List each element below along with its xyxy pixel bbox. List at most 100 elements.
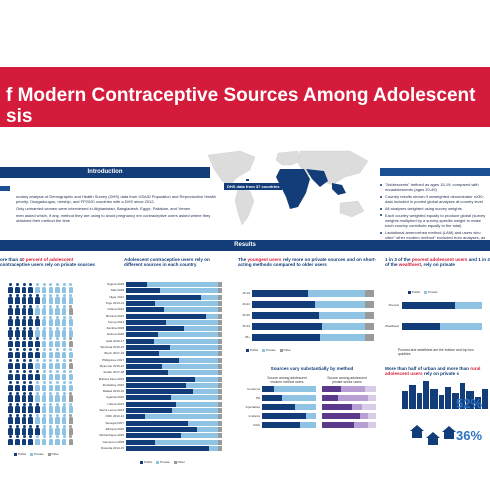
person-icon xyxy=(55,337,61,348)
people-row xyxy=(8,359,86,370)
person-icon xyxy=(48,435,54,446)
panel5-title-rest: and 1 in 2 of the xyxy=(385,257,490,268)
person-icon xyxy=(21,381,27,392)
bar-segment-other xyxy=(218,338,222,344)
person-icon xyxy=(28,402,34,413)
country-label: Rwanda 2014-15 xyxy=(101,445,124,450)
bar-segment-public xyxy=(126,351,159,357)
bar-segment-public xyxy=(262,413,307,419)
bar-segment-other xyxy=(218,433,222,439)
legend-item-private: Private xyxy=(30,452,44,456)
country-label: Ghana 2014 xyxy=(107,307,124,312)
person-icon xyxy=(55,283,61,293)
bar-segment-public xyxy=(126,294,201,300)
map-europe xyxy=(275,150,301,166)
people-row xyxy=(8,337,86,348)
panel1-title-highlight: 0 percent of adolescent xyxy=(21,257,74,262)
age-bar xyxy=(252,334,374,341)
country-bar xyxy=(126,345,222,350)
person-icon xyxy=(55,359,61,370)
bar-segment-other xyxy=(218,282,222,287)
people-row xyxy=(8,348,86,359)
person-icon xyxy=(15,315,21,326)
people-row xyxy=(8,326,86,337)
person-icon xyxy=(68,402,74,413)
person-icon xyxy=(8,435,14,446)
bar-segment-public xyxy=(402,323,441,330)
person-icon xyxy=(15,413,21,424)
bar-segment-private xyxy=(200,294,219,300)
person-icon xyxy=(8,359,14,370)
age-label: 20-24 xyxy=(242,302,250,306)
person-icon xyxy=(35,315,41,326)
person-icon xyxy=(21,391,27,402)
person-icon xyxy=(35,304,41,315)
person-icon xyxy=(35,359,41,370)
person-icon xyxy=(55,381,61,392)
bar-segment-private xyxy=(164,307,219,313)
bar-segment-private xyxy=(193,389,219,395)
country-label: Mozambique 2015 xyxy=(99,433,124,438)
country-label: Haiti 2016-17 xyxy=(106,338,124,343)
person-icon xyxy=(8,348,14,359)
legend-swatch xyxy=(279,348,283,352)
person-icon xyxy=(8,315,14,326)
person-icon xyxy=(48,304,54,315)
person-icon xyxy=(15,304,21,315)
bar-segment-other xyxy=(365,312,374,319)
bar-segment-other xyxy=(218,408,222,413)
method-label: Implants xyxy=(248,414,260,418)
country-label: Guinea 2018 xyxy=(106,332,124,337)
bar-segment-public xyxy=(126,345,171,350)
person-icon xyxy=(8,391,14,402)
person-icon xyxy=(68,337,74,348)
bar-segment-other xyxy=(218,332,222,338)
bar-segment-private-type xyxy=(367,413,376,419)
bar-segment-private xyxy=(157,332,219,338)
panel4-left-heading: Source among adolescent modern method us… xyxy=(267,376,307,384)
poster-title-band: f Modern Contraceptive Sources Among Ado… xyxy=(0,67,490,127)
country-bar xyxy=(126,313,222,319)
wealth-bar-wealthiest xyxy=(402,323,482,330)
person-icon xyxy=(21,326,27,337)
bar-segment-private xyxy=(308,290,366,297)
person-icon xyxy=(21,315,27,326)
person-icon xyxy=(8,413,14,424)
panel5-title-highlight: poorest adolescent users xyxy=(411,257,468,262)
person-icon xyxy=(68,359,74,370)
intro-tag xyxy=(0,186,10,191)
people-row xyxy=(8,293,86,304)
country-label: Malawi 2015-16 xyxy=(102,389,124,394)
country-label: Zambia 2018 xyxy=(106,326,124,331)
panel6-title: More than half of urban and more than ru… xyxy=(385,366,490,377)
country-bar xyxy=(126,395,222,401)
bar-segment-public xyxy=(126,389,194,395)
method-bar-source xyxy=(262,422,316,428)
person-icon xyxy=(35,391,41,402)
legend-label: Other xyxy=(51,452,60,456)
person-icon xyxy=(48,293,54,304)
country-bar xyxy=(126,376,222,382)
bar-segment-private-type xyxy=(362,404,376,410)
person-icon xyxy=(28,413,34,424)
panel5-legend: Public Private xyxy=(408,290,442,294)
legend-label: Public xyxy=(18,452,27,456)
person-icon xyxy=(35,326,41,337)
person-icon xyxy=(21,359,27,370)
bar-segment-private xyxy=(178,357,219,363)
age-bar xyxy=(252,301,374,308)
bar-segment-public xyxy=(252,290,309,297)
person-icon xyxy=(8,283,14,293)
people-row xyxy=(8,391,86,402)
bar-segment-private xyxy=(154,439,219,445)
bar-segment-private-type xyxy=(322,386,341,392)
wealth-row-label: Wealthiest xyxy=(385,324,399,328)
person-icon xyxy=(15,391,21,402)
person-icon xyxy=(68,348,74,359)
person-icon xyxy=(61,413,68,424)
person-icon xyxy=(21,348,27,359)
country-bar xyxy=(126,370,222,376)
bar-segment-public xyxy=(126,307,165,313)
country-label: Tanzania 2015-16 xyxy=(100,345,124,349)
panel3-title-highlight: youngest users xyxy=(247,257,282,262)
